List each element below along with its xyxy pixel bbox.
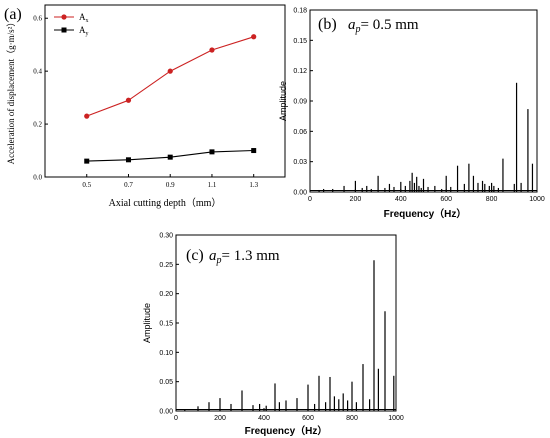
point-ax: [167, 68, 173, 74]
panel-b-label: (b): [318, 16, 337, 33]
point-ay: [167, 154, 173, 160]
panel-b-y-tick-label: 0.00: [293, 190, 307, 197]
panel-b-y-tick-label: 0.06: [293, 129, 307, 136]
panel-a-y-tick-label: 0.4: [33, 68, 42, 76]
panel-a-y-ticks: 0.0 0.2 0.4 0.6: [33, 15, 48, 182]
panel-b-y-tick-label: 0.18: [293, 8, 307, 15]
panel-a-legend: Ax Ay: [54, 12, 89, 37]
point-ay: [84, 158, 90, 164]
panel-a-y-tick-label: 0.0: [33, 174, 42, 182]
legend-ay-label: Ay: [79, 25, 89, 37]
panel-c-y-tick-label: 0.25: [159, 262, 173, 269]
panel-b-title: ap= 0.5 mm: [348, 17, 419, 35]
panel-c-y-tick-label: 0.20: [159, 291, 173, 298]
panel-b-x-tick-label: 200: [350, 196, 362, 203]
panel-c-y-tick-label: 0.15: [159, 321, 173, 328]
point-ax: [84, 113, 90, 119]
panel-a-label: (a): [4, 6, 22, 23]
point-ay: [251, 148, 257, 154]
point-ax: [125, 97, 132, 103]
panel-a-y-tick-label: 0.2: [33, 121, 42, 129]
panel-b-x-tick-label: 600: [440, 196, 452, 203]
panel-a-x-tick-label: 0.5: [82, 181, 91, 189]
panel-b-x-tick-label: 0: [308, 196, 312, 203]
panel-a-x-tick-label: 1.1: [208, 181, 217, 189]
panel-c-y-tick-label: 0.00: [159, 409, 173, 416]
panel-c-y-tick-label: 0.30: [159, 233, 173, 240]
panel-c-x-tick-label: 200: [214, 415, 226, 422]
panel-a-y-axis-label: Acceleration of displacement（g·m/s²）: [6, 18, 16, 165]
point-ax: [209, 47, 215, 53]
point-ay: [209, 149, 215, 155]
panel-a-y-tick-label: 0.6: [33, 15, 42, 23]
panel-a-x-tick-label: 0.9: [166, 181, 175, 189]
panel-c-y-axis-label: Amplitude: [142, 303, 152, 343]
panel-c-x-tick-label: 1000: [388, 415, 404, 422]
legend-ax-label: Ax: [79, 12, 89, 24]
panel-b-y-tick-label: 0.03: [293, 159, 307, 166]
panel-b-spectrum-bars: [310, 82, 537, 192]
panel-b-y-tick-label: 0.15: [293, 38, 307, 45]
panel-c-label: (c): [186, 247, 204, 264]
panel-c-x-axis-label: Frequency（Hz）: [245, 424, 328, 437]
panel-a-x-tick-label: 0.7: [124, 181, 133, 189]
panel-b-y-ticks: 0.00 0.03 0.06 0.09 0.12 0.15 0.18: [293, 8, 313, 197]
panel-c-x-tick-label: 0: [174, 415, 178, 422]
panel-a-x-ticks: 0.5 0.7 0.9 1.1 1.3: [82, 174, 259, 189]
panel-a-plot-frame: [44, 4, 286, 178]
panel-c-y-tick-label: 0.10: [159, 350, 173, 357]
panel-c-x-tick-label: 800: [346, 415, 358, 422]
panel-c-x-tick-label: 400: [258, 415, 270, 422]
panel-b-spectrum-chart: (b) ap= 0.5 mm 0 200 400 600 800 1000 0.000.0…: [278, 8, 545, 221]
panel-a-line-chart: (a) 0.5 0.7 0.9 1.1 1.3 0.0 0.2 0.4 0.6 Ax Ay A…: [4, 4, 286, 209]
panel-b-y-axis-label: Amplitude: [278, 81, 288, 121]
panel-b-x-tick-label: 800: [486, 196, 498, 203]
legend-ay-marker: [61, 27, 67, 33]
panel-c-y-tick-label: 0.05: [159, 379, 173, 386]
panel-a-x-tick-label: 1.3: [249, 181, 258, 189]
panel-a-x-axis-label: Axial cutting depth（mm）: [109, 197, 222, 209]
panel-b-x-tick-label: 400: [395, 196, 407, 203]
panel-b-y-tick-label: 0.12: [293, 68, 307, 75]
panel-c-spectrum-chart: (c) ap= 1.3 mm 0 200 400 600 800 1000 0.000.0…: [142, 233, 404, 438]
panel-a-series-lines: [86, 36, 254, 162]
panel-c-title: ap= 1.3 mm: [209, 248, 280, 266]
panel-b-y-tick-label: 0.09: [293, 99, 307, 106]
panel-b-x-tick-label: 1000: [529, 196, 545, 203]
panel-c-y-ticks: 0.00 0.05 0.10 0.15 0.20 0.25 0.30: [159, 233, 179, 416]
point-ax: [251, 34, 257, 40]
point-ay: [125, 157, 131, 163]
legend-ax-marker: [61, 14, 67, 20]
panel-c-spectrum-bars: [176, 260, 396, 411]
panel-c-x-tick-label: 600: [302, 415, 314, 422]
series-line-ax: [86, 36, 254, 117]
panel-a-series-markers: [84, 34, 257, 164]
panel-b-x-axis-label: Frequency（Hz）: [384, 207, 467, 220]
